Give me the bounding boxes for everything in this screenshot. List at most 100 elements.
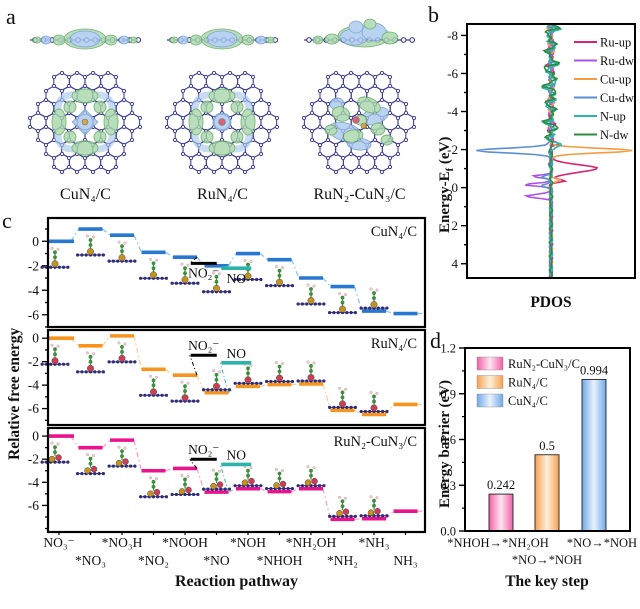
molecule-ru-atom bbox=[342, 508, 350, 516]
molecule-n-atom bbox=[246, 262, 250, 267]
atom bbox=[317, 97, 323, 103]
atom bbox=[188, 74, 194, 80]
molecule-h-atom bbox=[217, 370, 221, 374]
atom bbox=[325, 110, 331, 116]
molecule-n-atom bbox=[309, 369, 313, 373]
blob bbox=[93, 130, 107, 144]
atom bbox=[82, 164, 88, 170]
molecule-c-atom bbox=[164, 276, 168, 280]
molecule-h-atom bbox=[281, 469, 285, 473]
atom bbox=[227, 70, 233, 76]
molecule-c-atom bbox=[143, 276, 147, 280]
molecule-h-atom bbox=[312, 284, 316, 288]
atom bbox=[43, 88, 49, 94]
molecule-c-atom bbox=[255, 381, 259, 385]
molecule-c-atom bbox=[40, 460, 44, 464]
molecule-c-atom bbox=[174, 281, 178, 285]
step-connector bbox=[322, 383, 332, 411]
atom bbox=[379, 151, 385, 157]
atom bbox=[90, 70, 96, 76]
tick-label: -2 bbox=[28, 354, 39, 369]
molecule-ru-atom bbox=[90, 465, 98, 473]
tick-label: -4 bbox=[447, 104, 458, 119]
atom bbox=[309, 101, 315, 107]
atom bbox=[403, 137, 409, 143]
molecule-h-atom bbox=[148, 374, 152, 378]
atom bbox=[235, 155, 241, 161]
atom bbox=[325, 155, 331, 161]
molecule-cu-atom bbox=[84, 467, 91, 474]
molecule-h-atom bbox=[180, 380, 184, 384]
panel-a-letter: a bbox=[6, 4, 16, 29]
molecule-c-atom bbox=[84, 253, 88, 257]
molecule-c-atom bbox=[322, 302, 326, 306]
atom bbox=[27, 124, 33, 130]
molecule-cu-atom bbox=[367, 509, 375, 516]
molecule-n-atom bbox=[151, 484, 156, 489]
molecule-h-atom bbox=[211, 468, 215, 472]
molecule-n-atom bbox=[88, 243, 93, 247]
structure-run2cun3c-image bbox=[301, 18, 417, 175]
molecule-h-atom bbox=[85, 234, 89, 238]
atom bbox=[180, 88, 186, 94]
molecule-c-atom bbox=[237, 484, 241, 488]
bar-value-label: 0.5 bbox=[539, 439, 555, 453]
molecule-c-atom bbox=[250, 381, 254, 385]
molecule-c-atom bbox=[192, 399, 196, 403]
x-category-label: NO₃⁻ bbox=[43, 535, 74, 550]
atom bbox=[250, 155, 256, 161]
atom bbox=[211, 169, 217, 175]
molecule-c-atom bbox=[93, 472, 97, 476]
atom bbox=[203, 74, 209, 80]
tick-label: -4 bbox=[28, 475, 39, 490]
legend-swatch-CuN₄/C bbox=[476, 393, 504, 408]
atom bbox=[372, 155, 378, 161]
tick-label: -4 bbox=[28, 378, 39, 393]
molecule-n-atom bbox=[88, 354, 93, 359]
atom bbox=[59, 88, 65, 94]
molecule-c-atom bbox=[345, 405, 349, 409]
atom bbox=[219, 155, 225, 161]
molecule-h-atom bbox=[338, 495, 342, 499]
step-connector bbox=[259, 488, 268, 493]
step-connector bbox=[101, 335, 111, 347]
panel-c-free-energy-plot: 0 -2 -4 -6 NO₂⁻ NO CuN₄/C 0 -2 -4 -6 NO₂⁻ NO RuN₄/C 0 -… bbox=[28, 216, 427, 590]
molecule-h-atom bbox=[50, 343, 54, 347]
molecule-c-atom bbox=[196, 399, 200, 403]
atom bbox=[400, 37, 407, 43]
atom bbox=[356, 110, 362, 116]
molecule-h-atom bbox=[117, 341, 121, 345]
atom bbox=[121, 88, 127, 94]
molecule-c-atom bbox=[313, 379, 317, 383]
blob bbox=[265, 36, 275, 44]
molecule-n-atom bbox=[183, 271, 187, 276]
molecule-h-atom bbox=[217, 469, 221, 473]
atom bbox=[274, 115, 280, 121]
molecule-c-atom bbox=[368, 409, 372, 414]
step-connector bbox=[228, 488, 237, 493]
molecule-n-atom bbox=[309, 468, 313, 473]
step-connector bbox=[70, 228, 80, 242]
atom bbox=[372, 74, 378, 80]
molecule-c-atom bbox=[313, 302, 317, 306]
atom bbox=[348, 70, 354, 76]
step-connector bbox=[354, 409, 363, 416]
molecule-h-atom bbox=[243, 259, 247, 263]
molecule-h-atom bbox=[275, 361, 279, 365]
atom bbox=[121, 97, 127, 103]
tick-label: -6 bbox=[28, 307, 39, 322]
molecule-metal-atom bbox=[87, 364, 94, 372]
atom bbox=[348, 97, 354, 103]
atom bbox=[258, 142, 264, 148]
molecule-c-atom bbox=[66, 265, 70, 269]
atom bbox=[364, 70, 370, 76]
molecule-h-atom bbox=[186, 263, 190, 267]
molecule-c-atom bbox=[170, 492, 174, 497]
molecule-n-atom bbox=[88, 461, 93, 466]
molecule-c-atom bbox=[233, 277, 237, 282]
molecule-c-atom bbox=[139, 495, 143, 499]
atom bbox=[348, 151, 354, 157]
step-connector bbox=[322, 277, 331, 288]
atom bbox=[403, 110, 409, 116]
